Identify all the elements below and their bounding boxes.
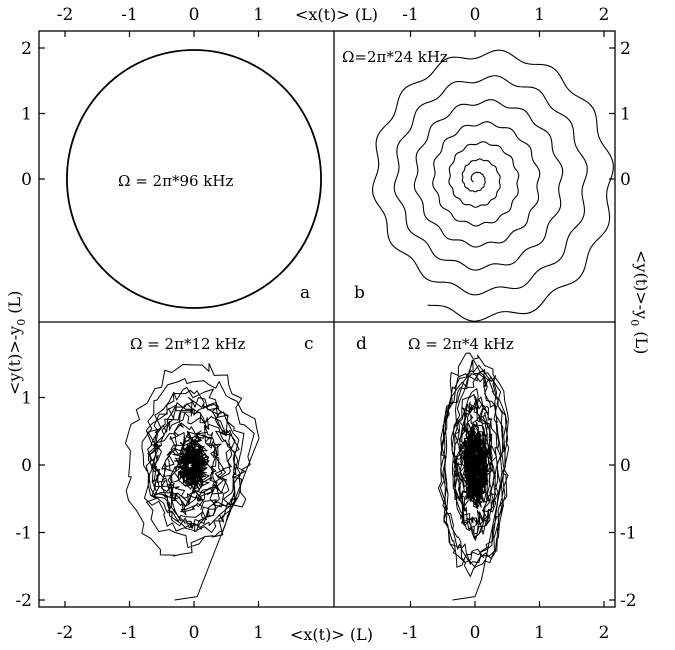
x-tick-label-top-left-2: 0 bbox=[189, 5, 200, 25]
x-tick-label-top-left-3: 1 bbox=[253, 5, 264, 25]
y-tick-label-bottom-left-1: 0 bbox=[21, 456, 32, 476]
curve-layer bbox=[66, 49, 614, 601]
right-ylabel: <y(t)>-y0 (L) bbox=[628, 250, 651, 354]
y-tick-label-bottom-left-2: -1 bbox=[15, 524, 32, 544]
right-ylabel-unit: (L) bbox=[632, 326, 651, 354]
bottom-xlabel: <x(t)> (L) bbox=[290, 625, 373, 644]
x-tick-label-top-right-1: 0 bbox=[470, 5, 481, 25]
x-tick-label-top-left-0: -2 bbox=[57, 5, 74, 25]
left-ylabel-unit: (L) bbox=[5, 291, 24, 319]
x-tick-label-bottom-right-2: 1 bbox=[534, 623, 545, 643]
x-tick-label-top-right-0: -1 bbox=[402, 5, 419, 25]
panel-d-annotation: Ω = 2π*4 kHz bbox=[408, 335, 514, 353]
x-tick-label-top-right-3: 2 bbox=[599, 5, 610, 25]
frame-outer bbox=[38, 30, 616, 608]
y-tick-label-top-right-2: 0 bbox=[620, 170, 631, 190]
y-tick-label-bottom-left-3: -2 bbox=[15, 591, 32, 611]
left-ylabel-main: <y(t)>-y bbox=[5, 326, 24, 395]
svg-text:<y(t)>-y0 (L): <y(t)>-y0 (L) bbox=[628, 250, 651, 354]
x-tick-label-bottom-left-2: 0 bbox=[189, 623, 200, 643]
panel-b-letter: b bbox=[354, 283, 365, 303]
y-tick-label-top-right-1: 1 bbox=[620, 105, 631, 125]
panel-c-annotation: Ω = 2π*12 kHz bbox=[130, 335, 245, 353]
panel-a-letter: a bbox=[300, 283, 310, 303]
panel-a-circle-trajectory bbox=[66, 49, 322, 309]
x-tick-label-top-left-1: -1 bbox=[121, 5, 138, 25]
top-xlabel: <x(t)> (L) bbox=[295, 5, 378, 24]
y-tick-label-bottom-left-0: 1 bbox=[21, 389, 32, 409]
panel-c-noisy-trajectory bbox=[124, 362, 260, 601]
x-tick-label-bottom-left-0: -2 bbox=[57, 623, 74, 643]
panel-b-annotation: Ω=2π*24 kHz bbox=[342, 48, 448, 66]
left-ylabel-sub: 0 bbox=[15, 319, 28, 326]
x-tick-label-bottom-right-0: -1 bbox=[402, 623, 419, 643]
x-tick-label-bottom-left-1: -1 bbox=[121, 623, 138, 643]
panel-a-annotation: Ω = 2π*96 kHz bbox=[118, 172, 233, 190]
y-tick-label-top-right-0: 2 bbox=[620, 39, 631, 59]
x-tick-label-bottom-right-1: 0 bbox=[470, 623, 481, 643]
x-tick-label-top-right-2: 1 bbox=[534, 5, 545, 25]
svg-text:<y(t)>-y0 (L): <y(t)>-y0 (L) bbox=[5, 291, 28, 395]
y-tick-label-top-left-2: 0 bbox=[21, 170, 32, 190]
y-tick-label-bottom-right-0: 0 bbox=[620, 456, 631, 476]
panel-d-noisy-trajectory bbox=[437, 352, 510, 601]
y-tick-label-top-left-0: 2 bbox=[21, 39, 32, 59]
left-ylabel: <y(t)>-y0 (L) bbox=[5, 291, 28, 395]
right-ylabel-main: <y(t)>-y bbox=[632, 250, 651, 319]
y-tick-label-bottom-right-1: -1 bbox=[620, 524, 637, 544]
panel-d-letter: d bbox=[356, 334, 367, 354]
x-tick-label-bottom-left-3: 1 bbox=[253, 623, 264, 643]
right-ylabel-sub: 0 bbox=[628, 319, 641, 326]
y-tick-label-top-left-1: 1 bbox=[21, 105, 32, 125]
panel-b-spiral-trajectory bbox=[372, 49, 614, 322]
y-tick-label-bottom-right-2: -2 bbox=[620, 591, 637, 611]
panel-c-letter: c bbox=[304, 334, 314, 354]
x-tick-label-bottom-right-3: 2 bbox=[599, 623, 610, 643]
